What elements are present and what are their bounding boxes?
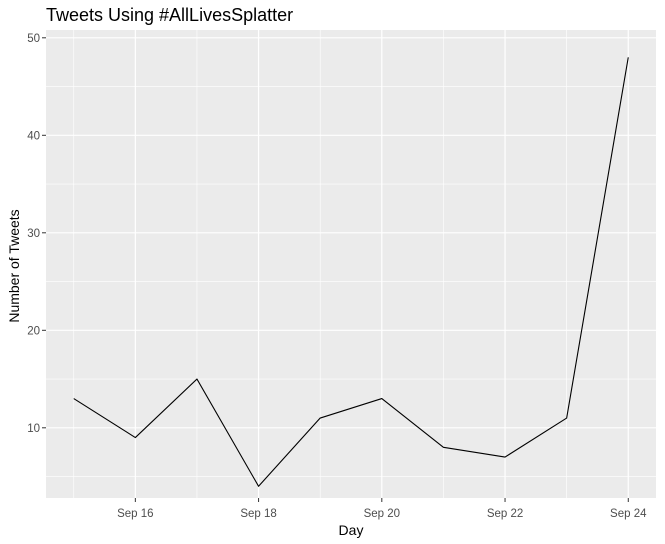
series-line <box>73 57 629 487</box>
x-tick-label: Sep 22 <box>487 508 523 520</box>
y-tick-label: 50 <box>27 33 40 45</box>
x-tick-label: Sep 16 <box>117 508 153 520</box>
y-tick-label: 10 <box>27 423 40 435</box>
y-tick-label: 30 <box>27 228 40 240</box>
plot-panel <box>46 30 656 498</box>
chart-title: Tweets Using #AllLivesSplatter <box>46 5 294 25</box>
x-axis-title: Day <box>339 522 364 538</box>
x-tick-label: Sep 20 <box>364 508 400 520</box>
y-tick-label: 20 <box>27 325 40 337</box>
x-axis: Sep 16 Sep 18 Sep 20 Sep 22 Sep 24 <box>117 498 647 520</box>
y-tick-label: 40 <box>27 130 40 142</box>
series-group <box>73 57 629 487</box>
x-tick-label: Sep 18 <box>240 508 276 520</box>
y-axis-title: Number of Tweets <box>6 209 22 322</box>
x-tick-label: Sep 24 <box>610 508 647 520</box>
grid-major <box>46 30 656 498</box>
y-axis: 10 20 30 40 50 <box>27 33 46 435</box>
grid-minor <box>46 30 656 498</box>
